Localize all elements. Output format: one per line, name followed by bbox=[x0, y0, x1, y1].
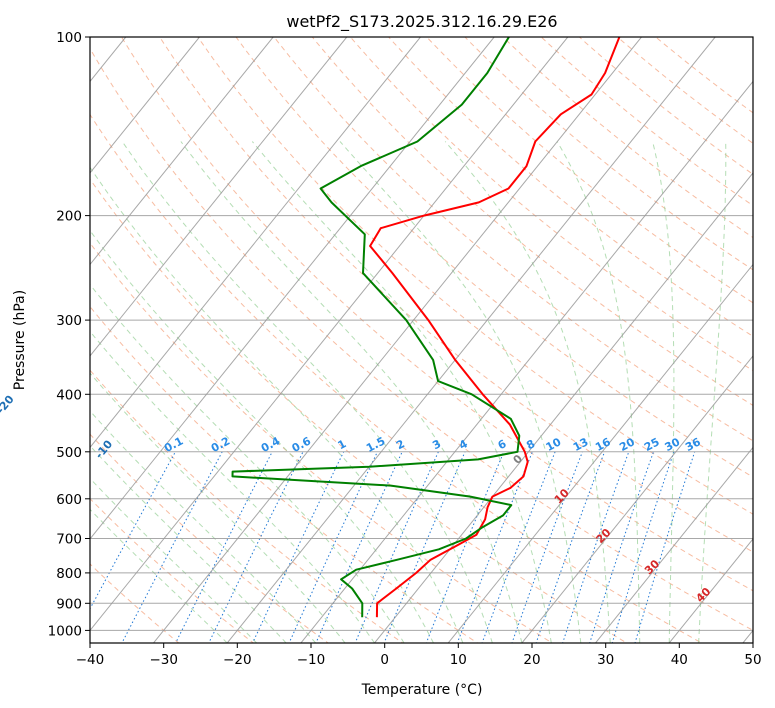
mixing-ratio-label: 30 bbox=[663, 435, 683, 454]
chart-title: wetPf2_S173.2025.312.16.29.E26 bbox=[286, 12, 557, 32]
x-tick-label: 30 bbox=[597, 652, 614, 668]
profile-series bbox=[231, 37, 621, 618]
moist-adiabat bbox=[90, 229, 434, 643]
mixing-ratio-label: 13 bbox=[571, 435, 591, 454]
y-tick-label: 500 bbox=[56, 445, 82, 461]
isotherm bbox=[90, 37, 200, 174]
dry-adiabat bbox=[387, 37, 753, 337]
x-tick-label: 50 bbox=[744, 652, 761, 668]
isotherm bbox=[90, 37, 495, 540]
isotherm bbox=[447, 263, 753, 643]
isotherm bbox=[521, 355, 753, 643]
moist-adiabat bbox=[90, 508, 228, 643]
x-tick-label: 40 bbox=[671, 652, 688, 668]
axes: −40 −30 −20 −10 0 10 20 30 40 5010020030040050060… bbox=[48, 30, 762, 668]
mixing-ratio-label: 16 bbox=[593, 435, 613, 454]
isotherm bbox=[90, 37, 348, 357]
moist-adiabat bbox=[90, 166, 464, 643]
dry-adiabat bbox=[502, 37, 753, 239]
dry-adiabat bbox=[90, 563, 180, 643]
mixing-ratio-line bbox=[589, 451, 654, 643]
moist-adiabat bbox=[556, 141, 641, 643]
mixing-ratio-line bbox=[511, 451, 583, 643]
mixing-ratio-label: 2 bbox=[394, 437, 407, 452]
mixing-ratio-label: 3 bbox=[430, 437, 443, 452]
plot-frame bbox=[89, 36, 754, 644]
dry-adiabat bbox=[349, 37, 753, 372]
isotherm-label: 10 bbox=[552, 486, 572, 506]
y-axis-label: Pressure (hPa) bbox=[12, 290, 28, 390]
mixing-ratio-label: 10 bbox=[544, 435, 564, 454]
isotherm bbox=[300, 80, 753, 643]
y-tick-label: 1000 bbox=[48, 623, 82, 639]
isotherm-label: 30 bbox=[642, 557, 662, 577]
isotherm bbox=[226, 37, 716, 643]
mixing-ratio-label: 20 bbox=[617, 435, 637, 454]
y-tick-label: 800 bbox=[56, 566, 82, 582]
x-tick-label: 10 bbox=[450, 652, 467, 668]
isotherm-label: 0 bbox=[511, 452, 526, 467]
dry-adiabat bbox=[90, 47, 753, 631]
y-tick-label: 700 bbox=[56, 532, 82, 548]
dry-adiabat bbox=[464, 37, 753, 271]
x-tick-label: −30 bbox=[149, 652, 178, 668]
isotherm-label: 40 bbox=[693, 585, 713, 605]
isotherm bbox=[153, 37, 642, 643]
isotherm bbox=[90, 37, 421, 449]
moist-adiabat bbox=[90, 372, 346, 643]
y-tick-label: 100 bbox=[56, 30, 82, 46]
x-tick-label: 0 bbox=[380, 652, 389, 668]
dry-adiabat bbox=[235, 37, 753, 478]
y-tick-label: 900 bbox=[56, 596, 82, 612]
isotherm bbox=[742, 629, 753, 643]
dry-adiabat bbox=[90, 433, 329, 643]
mixing-ratio-line bbox=[175, 451, 273, 643]
line-labels: 0.10.20.40.611.52346810131620253036-100-… bbox=[0, 393, 714, 605]
x-tick-label: −10 bbox=[297, 652, 326, 668]
dry-adiabat bbox=[197, 37, 753, 515]
dry-adiabat bbox=[90, 113, 703, 643]
y-tick-label: 300 bbox=[56, 313, 82, 329]
moist-adiabat bbox=[444, 141, 611, 643]
dry-adiabat bbox=[120, 37, 753, 592]
dry-adiabat bbox=[90, 369, 404, 643]
dry-adiabat bbox=[540, 37, 753, 207]
dry-adiabat bbox=[90, 178, 628, 643]
dry-adiabat bbox=[159, 37, 753, 553]
isotherm bbox=[90, 37, 274, 266]
isotherm-label: 20 bbox=[594, 526, 614, 546]
dry-adiabat bbox=[90, 305, 479, 643]
dry-adiabat bbox=[311, 37, 753, 406]
y-tick-label: 600 bbox=[56, 492, 82, 508]
mixing-ratio-label: 8 bbox=[524, 437, 537, 452]
y-tick-label: 400 bbox=[56, 387, 82, 403]
dewpoint-line bbox=[231, 37, 521, 618]
dry-adiabat bbox=[616, 37, 753, 144]
mixing-ratio-label: 6 bbox=[496, 437, 509, 452]
x-tick-label: 20 bbox=[523, 652, 540, 668]
dry-adiabat bbox=[578, 37, 753, 175]
moist-adiabat bbox=[90, 445, 287, 643]
mixing-ratio-line bbox=[611, 451, 675, 643]
x-tick-label: −20 bbox=[223, 652, 252, 668]
moist-adiabat bbox=[339, 141, 582, 643]
mixing-ratio-label: 4 bbox=[457, 437, 470, 452]
isotherm bbox=[90, 37, 569, 632]
moist-adiabat bbox=[121, 141, 493, 643]
mixing-ratio-label: 36 bbox=[683, 435, 703, 454]
x-tick-label: −40 bbox=[76, 652, 105, 668]
moist-adiabat bbox=[90, 410, 316, 643]
x-axis-label: Temperature (°C) bbox=[361, 682, 483, 698]
isotherm bbox=[595, 446, 753, 643]
mixing-ratio-line bbox=[208, 451, 304, 643]
background-lines bbox=[90, 37, 753, 643]
dry-adiabat bbox=[90, 497, 255, 643]
mixing-ratio-label: 25 bbox=[642, 435, 662, 454]
isotherm bbox=[668, 538, 753, 643]
y-tick-label: 200 bbox=[56, 209, 82, 225]
dry-adiabat bbox=[90, 242, 554, 643]
dry-adiabat-label: -20 bbox=[0, 393, 17, 417]
